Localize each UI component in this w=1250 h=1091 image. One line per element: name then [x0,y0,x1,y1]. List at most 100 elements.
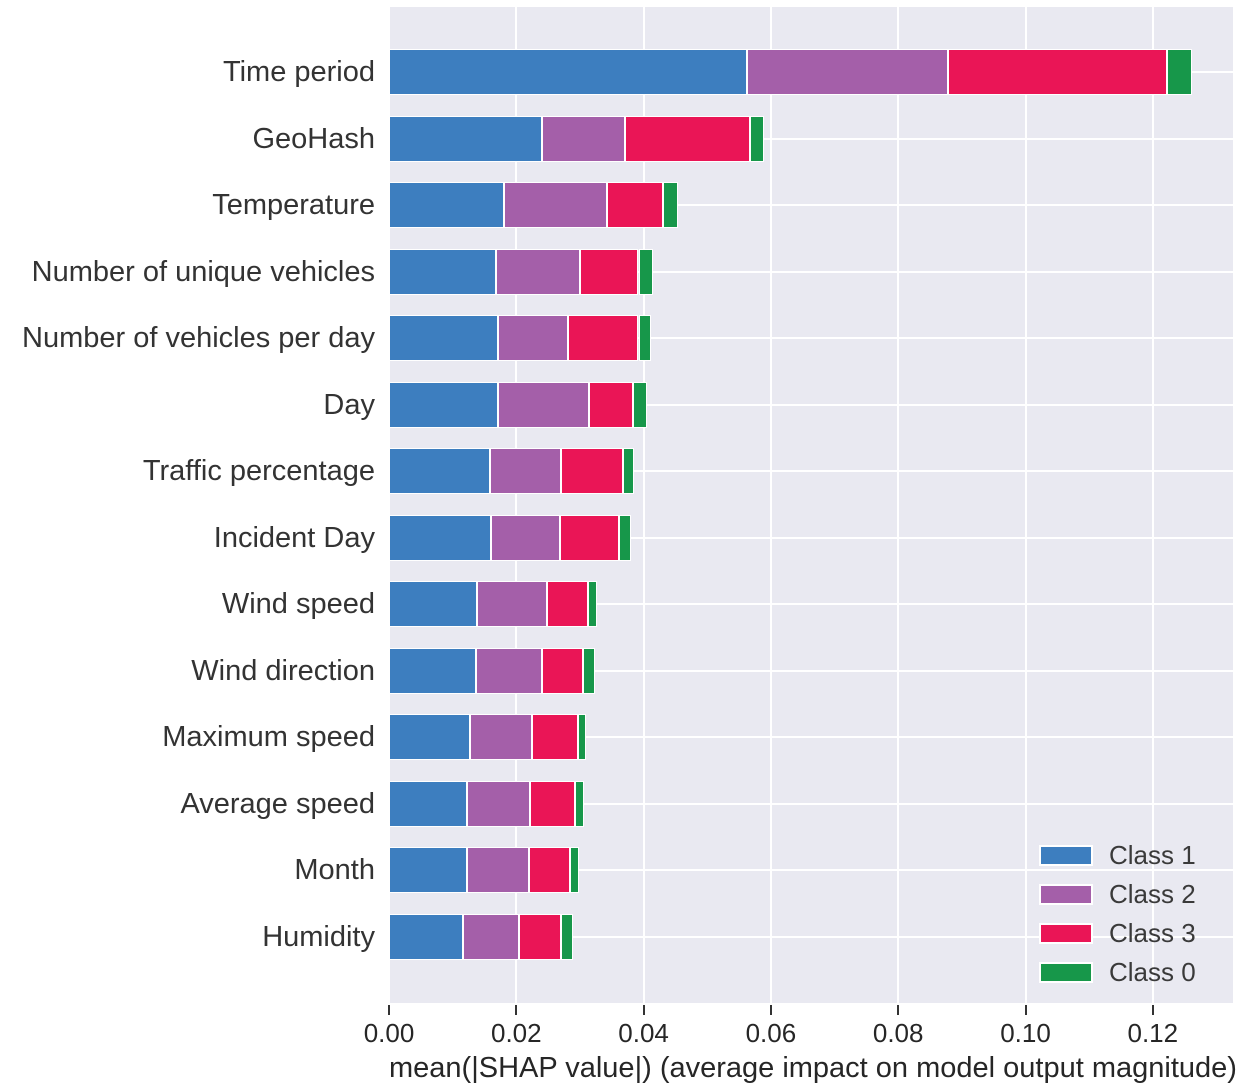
x-tick-label: 0.02 [490,1018,542,1048]
bar-segment [389,714,471,760]
legend-swatch [1039,923,1093,944]
bar-segment [495,248,580,295]
bar-segment [578,714,587,760]
bar-segment [498,315,569,361]
bar-segment [389,913,464,960]
bar-segment [470,714,532,760]
category-label: Humidity [262,920,375,953]
bar-segment [467,780,530,827]
bar-segment [389,49,747,95]
category-label: Wind speed [221,588,375,620]
bar-segment [947,49,1167,95]
bar-segment [622,448,635,494]
legend-item: Class 1 [1039,836,1196,875]
x-gridline [1151,7,1154,1003]
bar-segment [491,514,561,561]
category-label: Incident Day [213,521,375,554]
bar-segment [476,581,547,627]
category-label: Time period [222,56,375,88]
bar-segment [569,847,580,893]
category-label: Temperature [212,189,375,221]
bar-segment [503,182,607,228]
category-label: Maximum speed [162,721,375,753]
legend-item: Class 2 [1039,875,1196,914]
y-gridline [389,736,1233,738]
legend-label: Class 3 [1109,918,1196,948]
bar-segment [542,115,626,162]
legend-swatch [1039,962,1093,983]
bar-segment [589,381,634,428]
y-gridline [389,470,1233,472]
bar-segment [619,514,632,561]
bar-segment [663,182,678,228]
x-tick-label: 0.10 [1000,1018,1051,1048]
x-tick-label: 0.08 [872,1018,924,1048]
x-tick-mark [388,1005,390,1015]
bar-segment [389,315,499,361]
bar-segment [638,315,651,361]
bar-segment [625,115,750,162]
x-tick-mark [897,1005,900,1015]
bar-segment [529,780,575,827]
bar-segment [579,248,639,295]
bar-segment [529,847,570,893]
y-gridline [389,603,1233,605]
category-label: Number of vehicles per day [22,322,375,354]
y-gridline [389,204,1233,206]
bar-segment [560,514,620,561]
legend-item: Class 0 [1039,953,1196,992]
category-label: GeoHash [252,122,375,155]
legend: Class 1 Class 2 Class 3 Class 0 [1039,836,1196,992]
bar-segment [389,581,477,627]
x-gridline [642,7,645,1003]
category-label: Month [294,854,375,886]
category-label: Average speed [180,787,375,820]
y-gridline [389,869,1233,871]
y-gridline [389,669,1233,672]
x-gridline [1024,7,1027,1003]
legend-label: Class 1 [1109,840,1196,870]
bar-segment [546,581,588,627]
bar-segment [587,581,598,627]
bar-segment [463,913,520,960]
bar-segment [490,448,562,494]
bar-segment [531,714,579,760]
x-tick-mark [515,1005,518,1015]
bar-segment [519,913,562,960]
x-gridline [515,7,518,1003]
bar-segment [389,647,477,694]
bar-segment [389,847,468,893]
bar-segment [389,780,468,827]
x-gridline [897,7,900,1003]
bar-segment [574,780,584,827]
bar-segment [498,381,590,428]
bar-segment [467,847,530,893]
x-tick-label: 0.04 [618,1018,669,1048]
x-gridline [769,7,772,1003]
bar-segment [583,647,596,694]
category-label: Traffic percentage [142,455,375,487]
x-tick-mark [642,1005,645,1015]
y-gridline [389,137,1233,140]
bar-segment [746,49,948,95]
x-tick-mark [769,1005,772,1015]
x-tick-label: 0.06 [745,1018,797,1048]
y-gridline [389,935,1233,938]
legend-label: Class 2 [1109,879,1196,909]
x-tick-label: 0.00 [363,1018,415,1048]
y-gridline [389,536,1233,539]
x-tick-mark [1024,1005,1027,1015]
bar-segment [389,115,543,162]
bar-segment [606,182,664,228]
bar-segment [389,448,491,494]
x-tick-mark [1151,1005,1154,1015]
bar-segment [389,248,496,295]
bar-segment [568,315,639,361]
x-tick-label: 0.12 [1127,1018,1179,1048]
bar-segment [638,248,653,295]
bar-segment [749,115,764,162]
bar-segment [1166,49,1192,95]
y-gridline [389,337,1233,339]
bar-segment [389,514,492,561]
